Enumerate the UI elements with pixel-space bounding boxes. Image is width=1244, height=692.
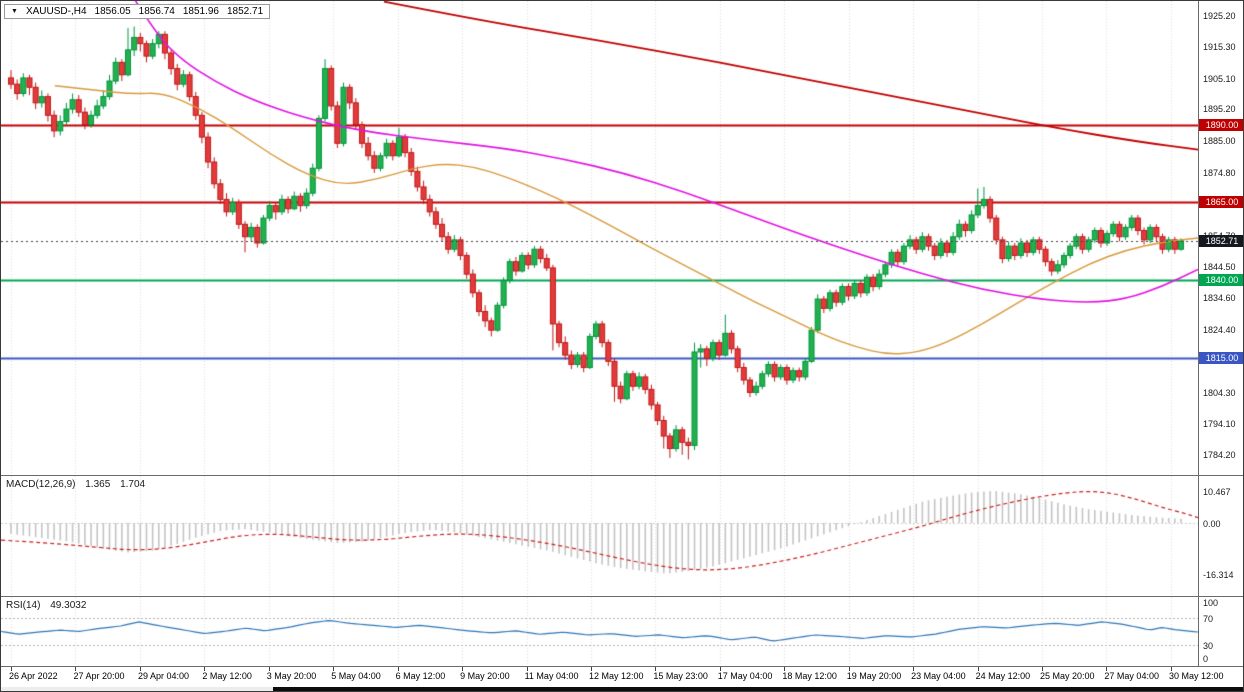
time-tick-label: 30 May 12:00 bbox=[1168, 671, 1224, 681]
ohlc-low: 1851.96 bbox=[182, 6, 219, 17]
time-tick-label: 6 May 12:00 bbox=[395, 671, 446, 681]
time-tick-mark bbox=[462, 667, 463, 671]
panel-separator bbox=[1, 596, 1243, 597]
macd-tick-label: 10.467 bbox=[1203, 486, 1231, 497]
macd-label-row: MACD(12,26,9) 1.365 1.704 bbox=[6, 479, 152, 490]
time-tick-mark bbox=[269, 667, 270, 671]
time-tick-mark bbox=[527, 667, 528, 671]
horizontal-scrollbar bbox=[1, 687, 1243, 691]
macd-canvas[interactable] bbox=[1, 476, 1198, 596]
time-tick-label: 19 May 20:00 bbox=[846, 671, 902, 681]
price-tick-label: 1885.00 bbox=[1203, 136, 1236, 147]
rsi-label: RSI(14) bbox=[6, 600, 41, 611]
price-tick-label: 1915.30 bbox=[1203, 41, 1236, 52]
ohlc-close: 1852.71 bbox=[226, 6, 264, 17]
price-tick-label: 1784.20 bbox=[1203, 450, 1236, 461]
ohlc-open: 1856.05 bbox=[94, 6, 131, 17]
time-tick-label: 5 May 04:00 bbox=[331, 671, 381, 681]
time-tick-label: 15 May 23:00 bbox=[653, 671, 708, 681]
rsi-label-row: RSI(14) 49.3032 bbox=[6, 600, 93, 611]
time-tick-label: 11 May 04:00 bbox=[524, 671, 579, 681]
time-tick-label: 17 May 04:00 bbox=[717, 671, 773, 681]
price-tick-label: 1905.10 bbox=[1203, 73, 1236, 84]
time-tick-mark bbox=[204, 667, 205, 671]
time-tick-label: 18 May 12:00 bbox=[782, 671, 837, 681]
price-level-badge: 1815.00 bbox=[1199, 352, 1243, 365]
time-tick-label: 26 Apr 2022 bbox=[9, 671, 58, 681]
time-tick-mark bbox=[140, 667, 141, 671]
symbol-info-box[interactable]: ▼ XAUUSD-,H4 1856.05 1856.74 1851.96 185… bbox=[4, 4, 271, 19]
price-panel: ▼ XAUUSD-,H4 1856.05 1856.74 1851.96 185… bbox=[1, 1, 1198, 475]
price-tick-label: 1804.30 bbox=[1203, 387, 1236, 398]
time-tick-mark bbox=[849, 667, 850, 671]
time-tick-label: 24 May 12:00 bbox=[975, 671, 1031, 681]
time-tick-mark bbox=[591, 667, 592, 671]
time-tick-mark bbox=[1171, 667, 1172, 671]
price-tick-label: 1844.50 bbox=[1203, 262, 1236, 273]
time-tick-label: 25 May 20:00 bbox=[1040, 671, 1095, 681]
time-tick-label: 9 May 20:00 bbox=[460, 671, 510, 681]
price-tick-label: 1794.10 bbox=[1203, 419, 1236, 430]
macd-value: 1.365 bbox=[85, 479, 111, 490]
panel-separator bbox=[1, 666, 1243, 667]
price-tick-label: 1925.20 bbox=[1203, 11, 1236, 21]
macd-panel: MACD(12,26,9) 1.365 1.704 bbox=[1, 476, 1198, 596]
rsi-canvas[interactable] bbox=[1, 597, 1198, 666]
time-tick-label: 29 Apr 04:00 bbox=[137, 671, 190, 681]
rsi-tick-label: 100 bbox=[1203, 598, 1219, 608]
rsi-panel: RSI(14) 49.3032 bbox=[1, 597, 1198, 666]
rsi-value: 49.3032 bbox=[50, 600, 87, 611]
time-tick-mark bbox=[978, 667, 979, 671]
time-tick-label: 3 May 20:00 bbox=[266, 671, 317, 681]
time-tick-mark bbox=[655, 667, 656, 671]
time-tick-mark bbox=[11, 667, 12, 671]
price-axis[interactable]: 1925.20 1915.30 1905.10 1895.20 1885.00 1874.… bbox=[1199, 1, 1243, 666]
price-tick-label: 1895.20 bbox=[1203, 104, 1236, 115]
macd-signal-value: 1.704 bbox=[120, 479, 146, 490]
time-tick-mark bbox=[1042, 667, 1043, 671]
price-level-badge: 1890.00 bbox=[1199, 118, 1243, 131]
price-chart-canvas[interactable] bbox=[1, 1, 1198, 475]
time-tick-mark bbox=[913, 667, 914, 671]
time-tick-label: 27 May 04:00 bbox=[1104, 671, 1159, 681]
time-tick-mark bbox=[398, 667, 399, 671]
rsi-tick-label: 70 bbox=[1203, 613, 1214, 624]
time-tick-mark bbox=[75, 667, 76, 671]
panel-separator bbox=[1, 475, 1243, 476]
current-price-badge: 1852.71 bbox=[1199, 234, 1243, 247]
ohlc-high: 1856.74 bbox=[138, 6, 175, 17]
price-tick-label: 1824.40 bbox=[1203, 324, 1236, 335]
price-level-badge: 1840.00 bbox=[1199, 274, 1243, 287]
price-tick-label: 1874.80 bbox=[1203, 167, 1236, 178]
time-axis[interactable]: 26 Apr 2022 27 Apr 20:00 29 Apr 04:00 2 May… bbox=[1, 667, 1243, 686]
time-tick-label: 27 Apr 20:00 bbox=[73, 671, 125, 681]
symbol-name: XAUUSD-,H4 bbox=[25, 6, 87, 17]
time-tick-mark bbox=[784, 667, 785, 671]
time-tick-label: 2 May 12:00 bbox=[202, 671, 252, 681]
price-tick-label: 1834.60 bbox=[1203, 293, 1236, 304]
rsi-tick-label: 30 bbox=[1203, 641, 1214, 652]
scrollbar-thumb[interactable] bbox=[273, 687, 1243, 691]
time-tick-mark bbox=[333, 667, 334, 671]
rsi-tick-label: 0 bbox=[1203, 654, 1209, 664]
time-tick-label: 12 May 12:00 bbox=[589, 671, 644, 681]
time-tick-mark bbox=[720, 667, 721, 671]
time-tick-label: 23 May 04:00 bbox=[911, 671, 966, 681]
time-tick-mark bbox=[1106, 667, 1107, 671]
macd-label: MACD(12,26,9) bbox=[6, 479, 76, 490]
symbol-dropdown-icon[interactable]: ▼ bbox=[11, 8, 18, 15]
axis-separator bbox=[1198, 1, 1199, 666]
price-level-badge: 1865.00 bbox=[1199, 196, 1243, 209]
macd-tick-label: 0.00 bbox=[1203, 519, 1221, 529]
macd-tick-label: -16.314 bbox=[1203, 569, 1234, 580]
